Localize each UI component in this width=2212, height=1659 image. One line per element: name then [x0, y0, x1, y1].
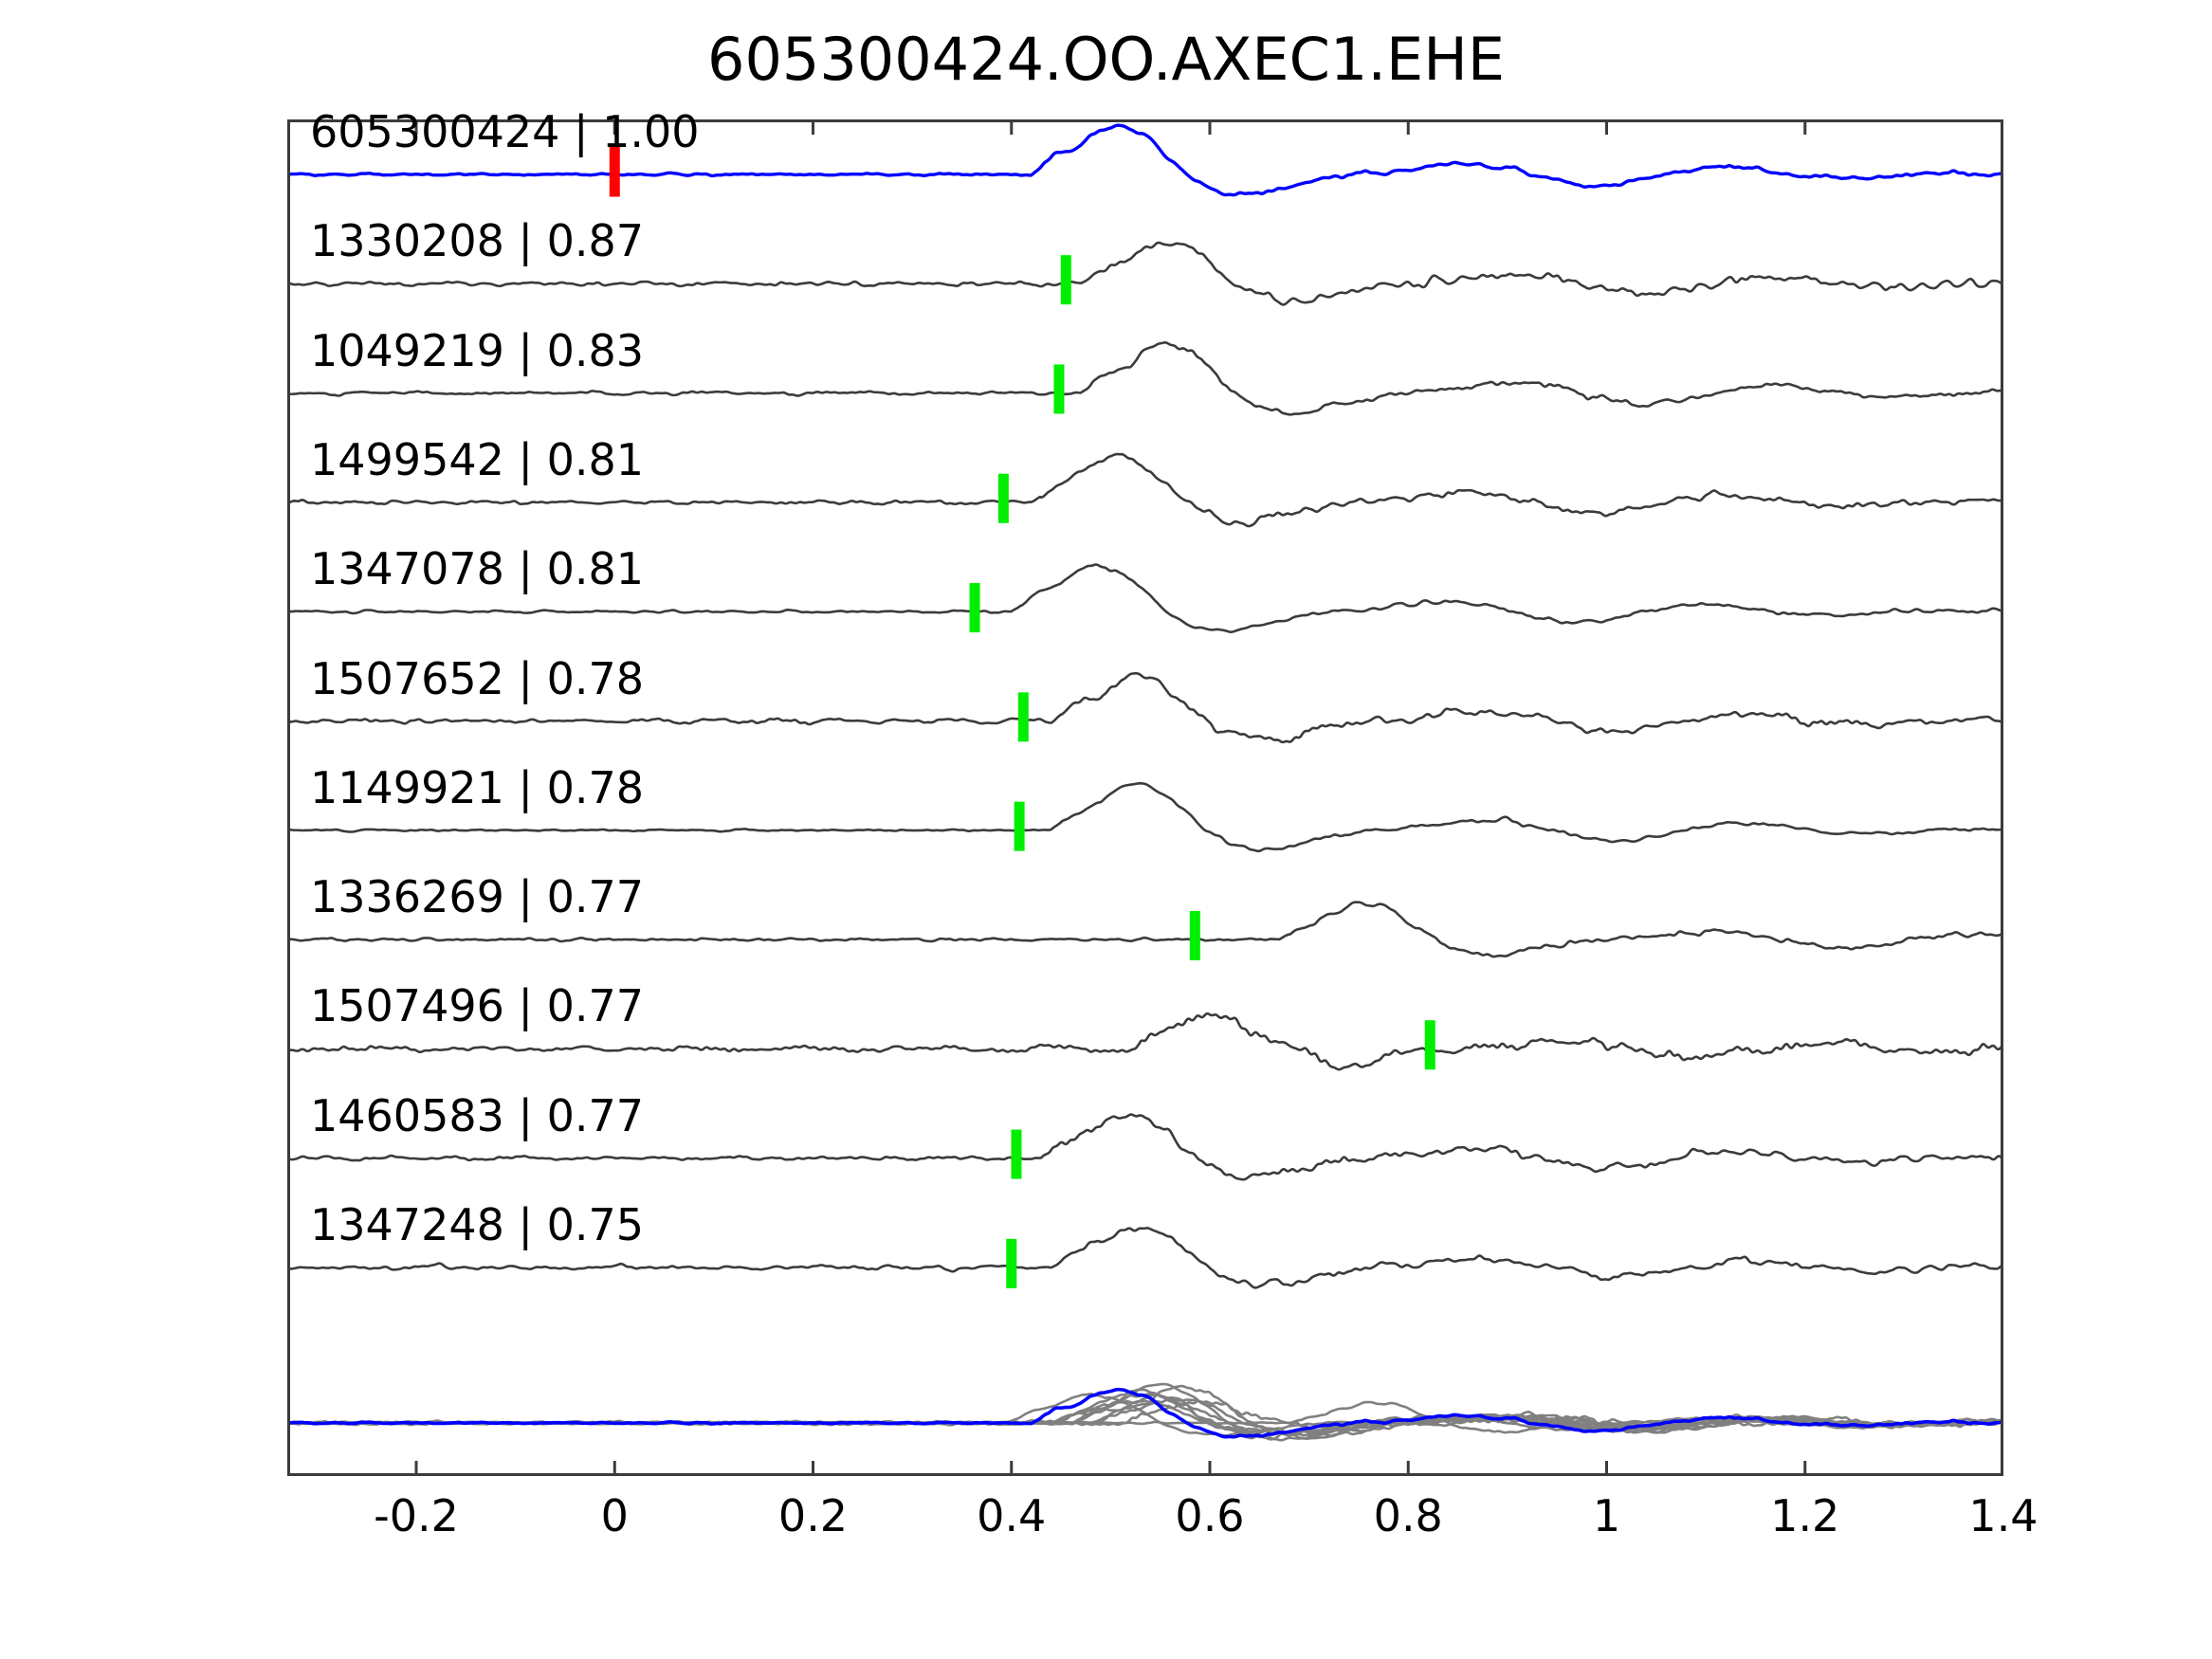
pick-marker	[997, 473, 1009, 523]
pick-marker	[1189, 910, 1200, 960]
waveform-trace	[287, 452, 2003, 528]
waveform-trace	[287, 1012, 2003, 1071]
pick-marker	[609, 143, 620, 197]
x-tick-label: 1.2	[1770, 1490, 1840, 1541]
trace-label: 1149921 | 0.78	[310, 761, 645, 813]
waveform-trace	[287, 1227, 2003, 1289]
trace-label: 1507496 | 0.77	[310, 980, 645, 1032]
plot-area: 605300424 | 1.00 1330208 | 0.87 1049219 | …	[287, 110, 2003, 1476]
waveform-trace	[287, 1113, 2003, 1181]
pick-marker	[1424, 1020, 1435, 1070]
trace-label: 605300424 | 1.00	[310, 106, 700, 157]
pick-marker	[1060, 255, 1071, 305]
x-tick-label: 0.4	[977, 1490, 1047, 1541]
x-tick-label: 0.6	[1175, 1490, 1245, 1541]
trace-label: 1336269 | 0.77	[310, 871, 645, 923]
waveform-trace	[287, 241, 2003, 306]
pick-marker	[969, 583, 980, 633]
waveform-trace	[287, 671, 2003, 744]
waveform-canvas	[287, 119, 2003, 1476]
pick-marker	[1017, 692, 1029, 742]
waveform-trace	[287, 781, 2003, 853]
overlay-template-trace	[287, 1387, 2003, 1439]
trace-label: 1460583 | 0.77	[310, 1089, 645, 1141]
pick-marker	[1006, 1238, 1017, 1288]
x-tick-label: 0.8	[1373, 1490, 1443, 1541]
waveform-trace	[287, 123, 2003, 197]
pick-marker	[1014, 801, 1025, 851]
x-tick-label: 1.4	[1968, 1490, 2038, 1541]
pick-marker	[1053, 364, 1065, 414]
waveform-trace	[287, 563, 2003, 633]
x-tick-label: 0	[600, 1490, 629, 1541]
x-axis-tick-labels: -0.2 0 0.2 0.4 0.6 0.8 1 1.2 1.4	[287, 1490, 2038, 1557]
pick-marker	[1011, 1129, 1022, 1179]
trace-label: 1330208 | 0.87	[310, 215, 645, 267]
trace-label: 1507652 | 0.78	[310, 652, 645, 704]
page-title: 605300424.OO.AXEC1.EHE	[707, 25, 1505, 94]
trace-label: 1347248 | 0.75	[310, 1199, 645, 1250]
x-tick-label: 1	[1592, 1490, 1621, 1541]
trace-label: 1049219 | 0.83	[310, 324, 645, 376]
x-axis-ticks	[414, 119, 2003, 1476]
trace-label: 1347078 | 0.81	[310, 543, 645, 595]
waveform-trace	[287, 901, 2003, 958]
trace-label: 1499542 | 0.81	[310, 433, 645, 485]
pick-markers-group	[609, 143, 1435, 1288]
x-tick-label: 0.2	[777, 1490, 849, 1541]
overlay-traces-group	[287, 1382, 2003, 1442]
traces-group	[287, 123, 2003, 1289]
waveform-trace	[287, 340, 2003, 416]
x-tick-label: -0.2	[374, 1490, 459, 1541]
